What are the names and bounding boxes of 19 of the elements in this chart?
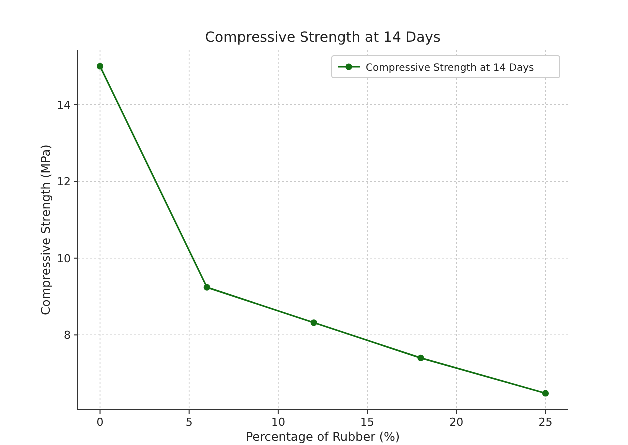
point: [542, 390, 550, 397]
y-tick-label: 10: [57, 252, 71, 266]
point: [418, 354, 424, 362]
x-tick-label: 5: [186, 416, 193, 429]
point: [310, 320, 318, 326]
x-axis-title: Percentage of Rubber (%): [246, 430, 400, 444]
y-tick-label: 12: [57, 176, 71, 189]
legend-label: Compressive Strength at 14 Days: [366, 63, 534, 74]
x-tick-label: 20: [450, 416, 464, 429]
point: [96, 63, 104, 70]
x-tick-label: 15: [360, 416, 375, 429]
point: [204, 284, 210, 291]
y-tick-label: 14: [57, 98, 71, 112]
x-tick-label: 25: [538, 416, 553, 429]
y-tick-label: 8: [64, 329, 71, 342]
x-tick-label: 10: [271, 416, 286, 429]
chart-title: Compressive Strength at 14 Days: [205, 30, 441, 46]
x-tick-label: 0: [96, 416, 104, 429]
y-axis-title: Compressive Strength (MPa): [39, 144, 53, 316]
